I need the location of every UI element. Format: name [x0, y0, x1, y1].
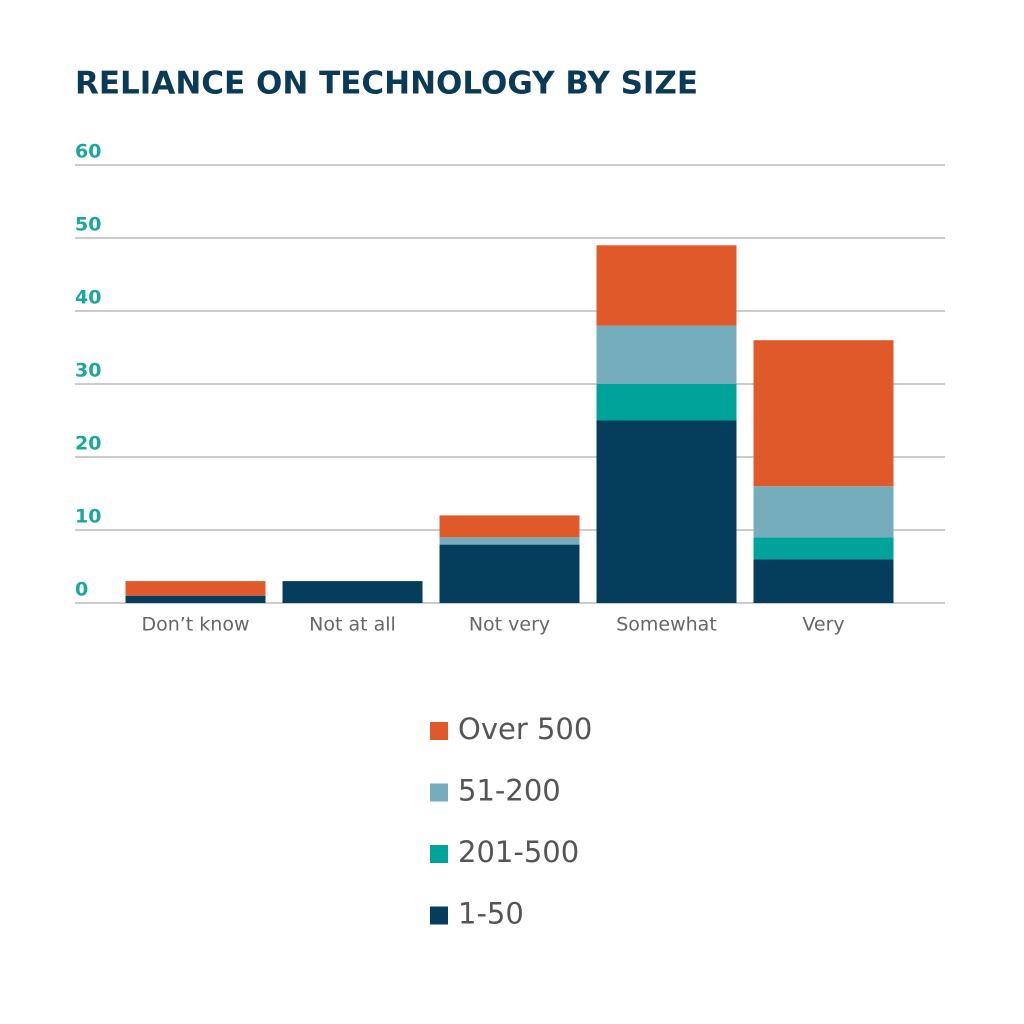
bar-segment [125, 581, 266, 596]
x-tick-label: Very [802, 614, 844, 636]
y-tick-label: 40 [75, 287, 101, 309]
legend-label: 51-200 [458, 774, 561, 808]
bar-segment [596, 325, 737, 384]
bar-segment [282, 581, 423, 603]
bar-segment [753, 537, 894, 560]
y-tick-label: 50 [75, 214, 101, 236]
legend-swatch [430, 783, 448, 802]
bar-segment [753, 340, 894, 487]
legend-label: 201-500 [458, 835, 579, 869]
bar-segment [596, 384, 737, 421]
y-tick-label: 60 [75, 141, 101, 163]
legend-swatch [430, 722, 448, 740]
legend-label: 1-50 [458, 897, 524, 931]
x-tick-label: Not at all [309, 614, 396, 636]
bar-segment [439, 537, 580, 545]
legend-swatch [430, 845, 448, 863]
y-tick-label: 0 [75, 579, 88, 601]
bar-segment [596, 245, 737, 326]
legend-swatch [430, 906, 448, 925]
y-tick-label: 30 [75, 360, 101, 382]
bar-segment [125, 595, 266, 603]
bar-segment [753, 559, 894, 603]
bar-segment [439, 515, 580, 538]
y-tick-label: 10 [75, 506, 101, 528]
chart-title: RELIANCE ON TECHNOLOGY BY SIZE [75, 66, 698, 102]
bar-segment [753, 486, 894, 538]
bar-segment [596, 420, 737, 603]
x-tick-label: Not very [469, 614, 550, 636]
x-tick-label: Somewhat [616, 614, 717, 636]
x-tick-label: Don’t know [141, 614, 249, 636]
y-tick-label: 20 [75, 433, 101, 455]
bar-segment [439, 544, 580, 603]
legend-label: Over 500 [458, 712, 592, 746]
